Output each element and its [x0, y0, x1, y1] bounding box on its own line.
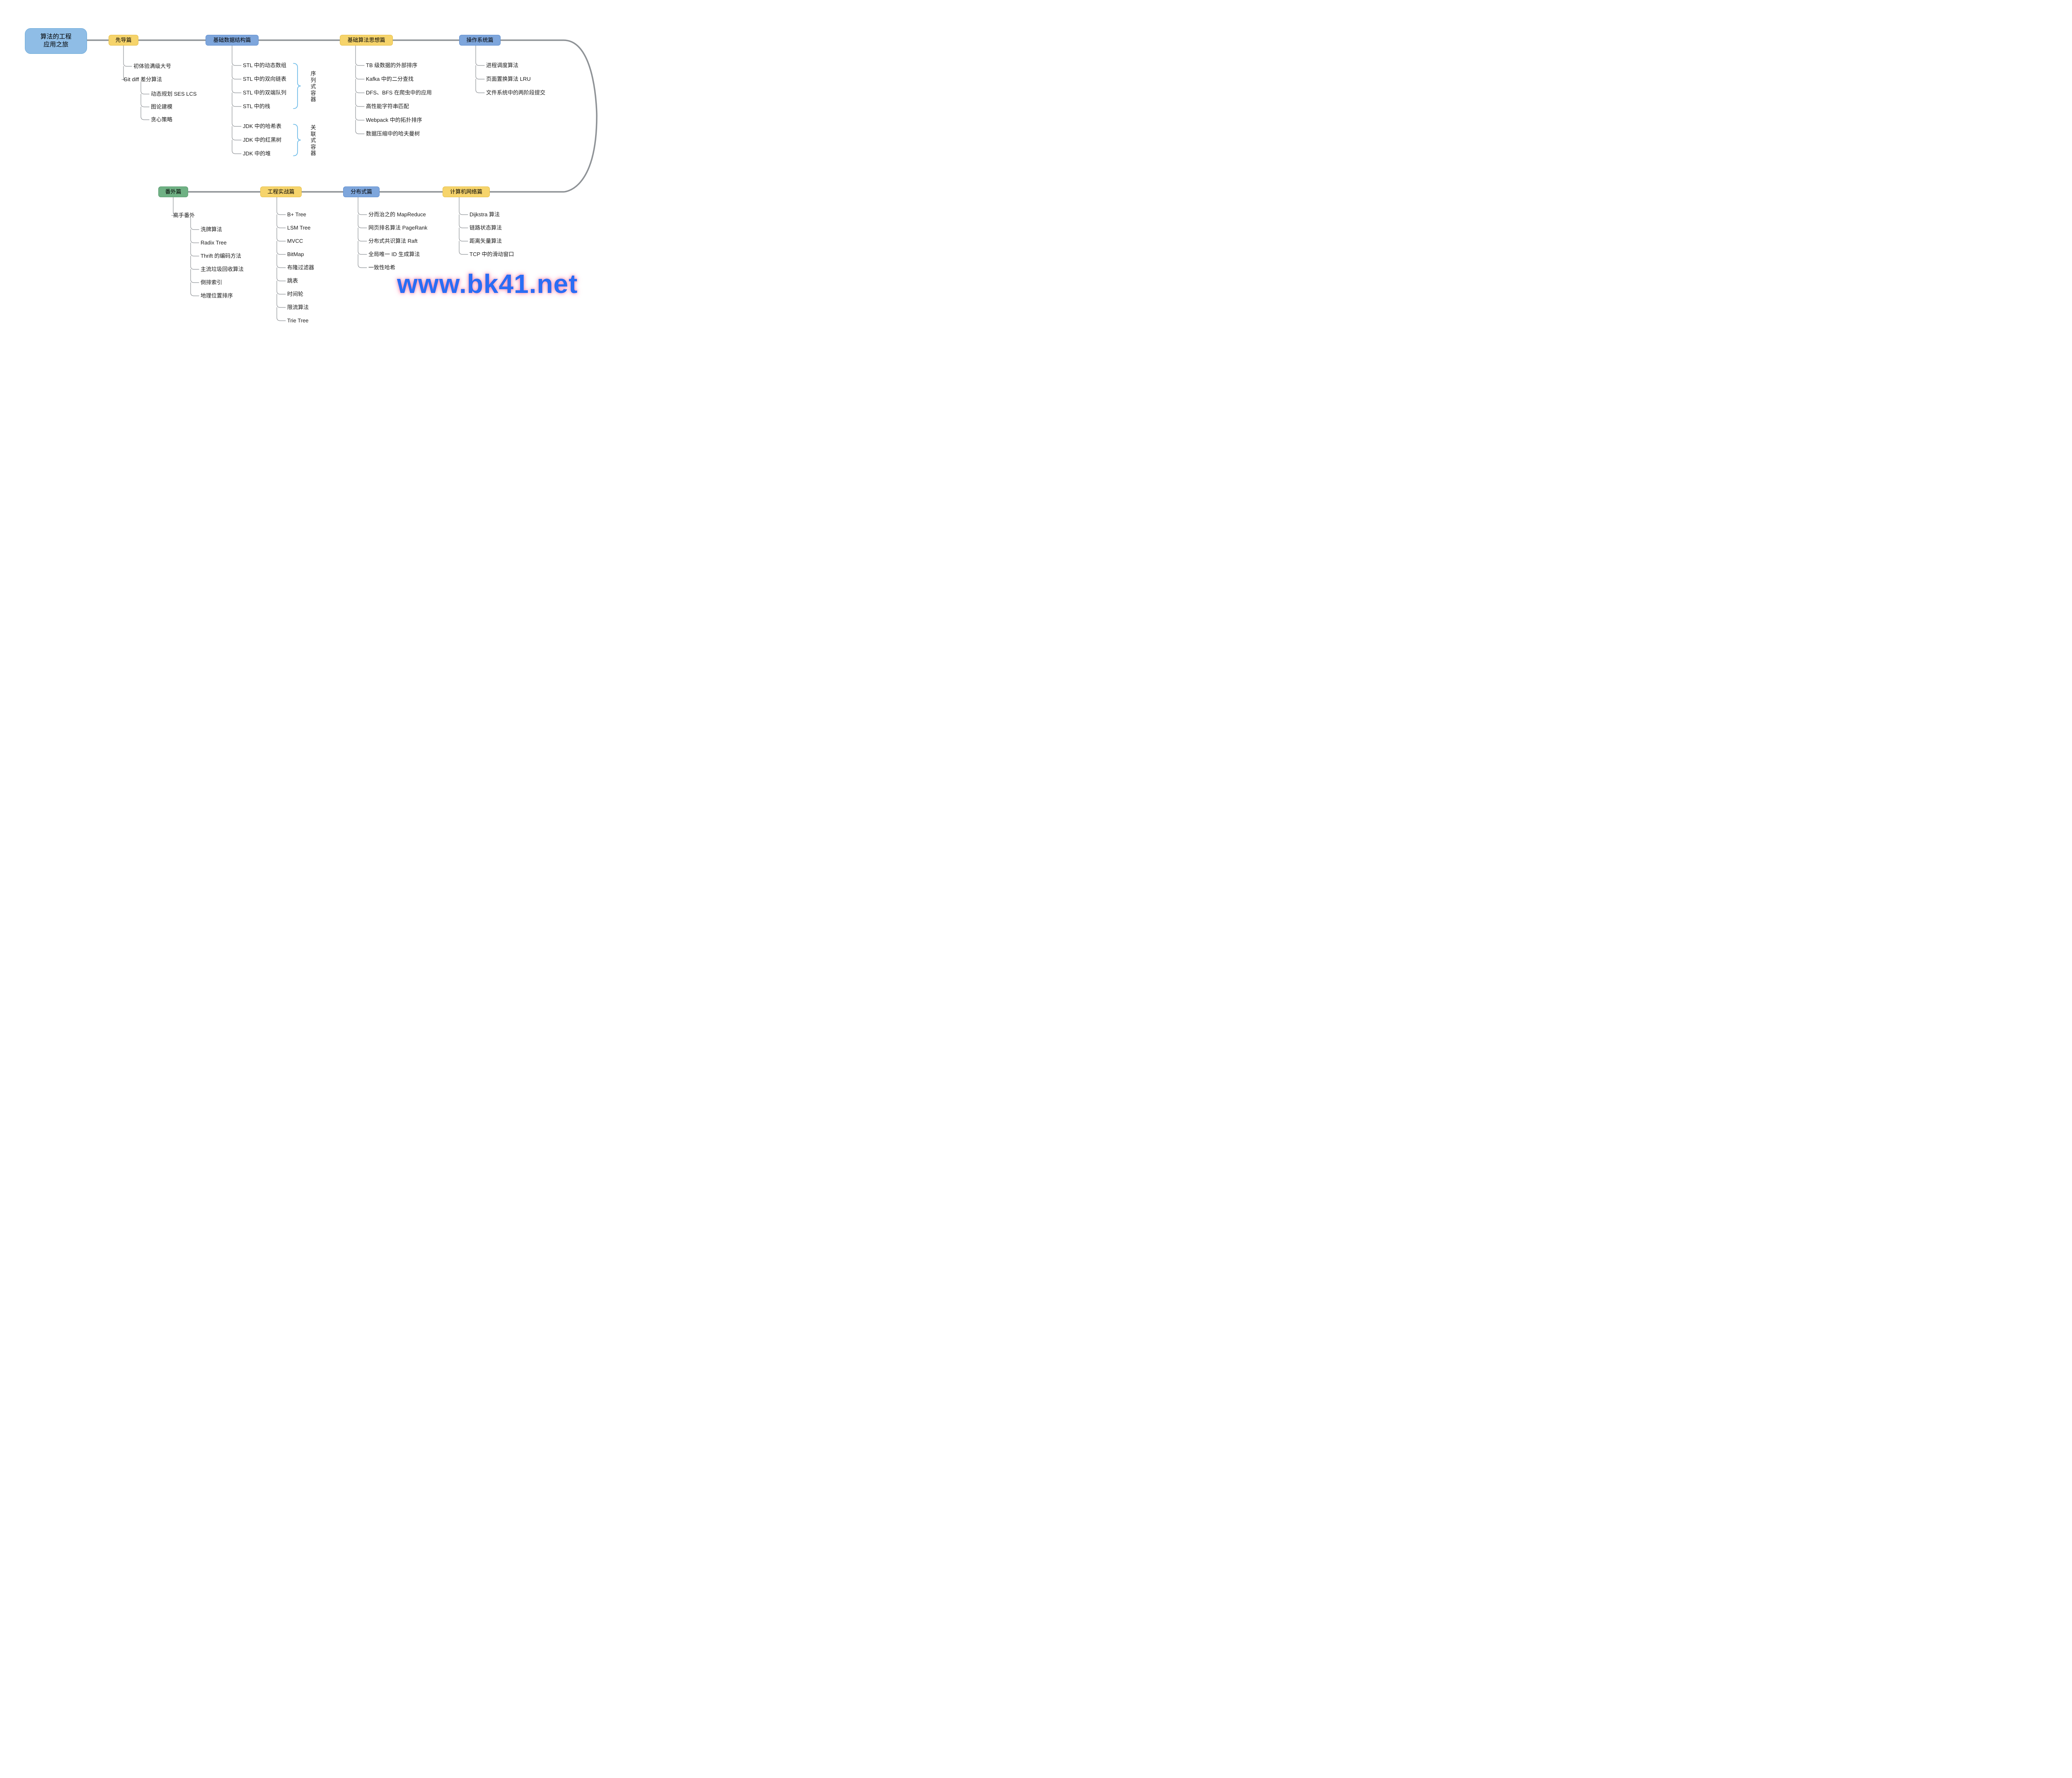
ch_net-item-2: 距离矢量算法 [470, 238, 502, 244]
ch_algo-item-5: 数据压缩中的哈夫曼树 [366, 131, 420, 137]
ch_dist-item-4: 一致性哈希 [368, 264, 395, 271]
ch_ds-brace-1-caption: 关 联 式 容 器 [310, 124, 317, 157]
ch_ds-item-4: JDK 中的哈希表 [243, 123, 281, 130]
ch_intro-item-1-child-0: 动态规划 SES LCS [151, 91, 197, 97]
ch_os-node: 操作系统篇 [459, 35, 501, 46]
ch_dist-item-3: 全局唯一 ID 生成算法 [368, 251, 420, 258]
diagram-stage: 算法的工程 应用之旅 先导篇初体验满级大号 Git diff 差分算法动态规划 SE… [0, 0, 622, 334]
ch_ds-item-2: STL 中的双端队列 [243, 90, 286, 96]
ch_eng-item-4: 布隆过滤器 [287, 264, 314, 271]
ch_eng-item-3: BitMap [287, 251, 304, 258]
ch_ds-brace-0-caption: 序 列 式 容 器 [310, 70, 317, 103]
ch_extra-item-0-child-1: Radix Tree [201, 239, 227, 246]
ch_eng-item-6: 时间轮 [287, 291, 303, 298]
ch_algo-item-1: Kafka 中的二分查找 [366, 76, 414, 82]
ch_net-node: 计算机网络篇 [443, 186, 490, 197]
ch_algo-item-2: DFS、BFS 在爬虫中的应用 [366, 90, 432, 96]
ch_eng-item-0: B+ Tree [287, 211, 306, 218]
ch_dist-item-2: 分布式共识算法 Raft [368, 238, 417, 244]
ch_dist-node: 分布式篇 [343, 186, 380, 197]
ch_dist-item-1: 网页排名算法 PageRank [368, 225, 427, 231]
ch_dist-item-0: 分而治之的 MapReduce [368, 211, 426, 218]
ch_eng-item-2: MVCC [287, 238, 303, 244]
ch_ds-item-5: JDK 中的红黑树 [243, 137, 281, 143]
ch_extra-item-0-child-3: 主流垃圾回收算法 [201, 266, 244, 273]
ch_algo-item-0: TB 级数据的外部排序 [366, 62, 417, 69]
ch_eng-node: 工程实战篇 [260, 186, 302, 197]
ch_algo-node: 基础算法思想篇 [340, 35, 393, 46]
ch_os-item-2: 文件系统中的两阶段提交 [486, 90, 545, 96]
ch_ds-item-0: STL 中的动态数组 [243, 62, 286, 69]
ch_extra-item-0-child-5: 地理位置排序 [201, 293, 233, 299]
ch_ds-item-3: STL 中的栈 [243, 103, 270, 110]
ch_extra-item-0-child-2: Thrift 的编码方法 [201, 253, 241, 259]
ch_os-item-1: 页面置换算法 LRU [486, 76, 531, 82]
ch_algo-item-4: Webpack 中的拓扑排序 [366, 117, 422, 123]
ch_net-item-0: Dijkstra 算法 [470, 211, 500, 218]
ch_net-item-1: 链路状态算法 [470, 225, 502, 231]
ch_eng-item-5: 跳表 [287, 278, 298, 284]
ch_eng-item-8: Trie Tree [287, 317, 309, 324]
ch_eng-item-1: LSM Tree [287, 225, 310, 231]
ch_intro-node: 先导篇 [109, 35, 138, 46]
ch_intro-item-1: Git diff 差分算法 [123, 76, 162, 83]
ch_ds-item-6: JDK 中的堆 [243, 150, 271, 157]
ch_intro-item-1-child-1: 图论建模 [151, 104, 172, 110]
ch_eng-item-7: 限流算法 [287, 304, 309, 311]
ch_os-item-0: 进程调度算法 [486, 62, 518, 69]
ch_ds-item-1: STL 中的双向链表 [243, 76, 286, 82]
watermark: www.bk41.net [397, 269, 578, 299]
ch_intro-item-1-child-2: 贪心策略 [151, 116, 172, 123]
ch_extra-item-0-child-0: 洗牌算法 [201, 226, 222, 233]
ch_extra-item-0: 高手番外 [173, 212, 195, 219]
ch_extra-item-0-child-4: 倒排索引 [201, 279, 222, 286]
root-node: 算法的工程 应用之旅 [25, 28, 87, 54]
ch_intro-item-0: 初体验满级大号 [133, 63, 171, 70]
ch_extra-node: 番外篇 [158, 186, 188, 197]
ch_algo-item-3: 高性能字符串匹配 [366, 103, 409, 110]
ch_ds-node: 基础数据结构篇 [206, 35, 259, 46]
ch_net-item-3: TCP 中的滑动窗口 [470, 251, 514, 258]
